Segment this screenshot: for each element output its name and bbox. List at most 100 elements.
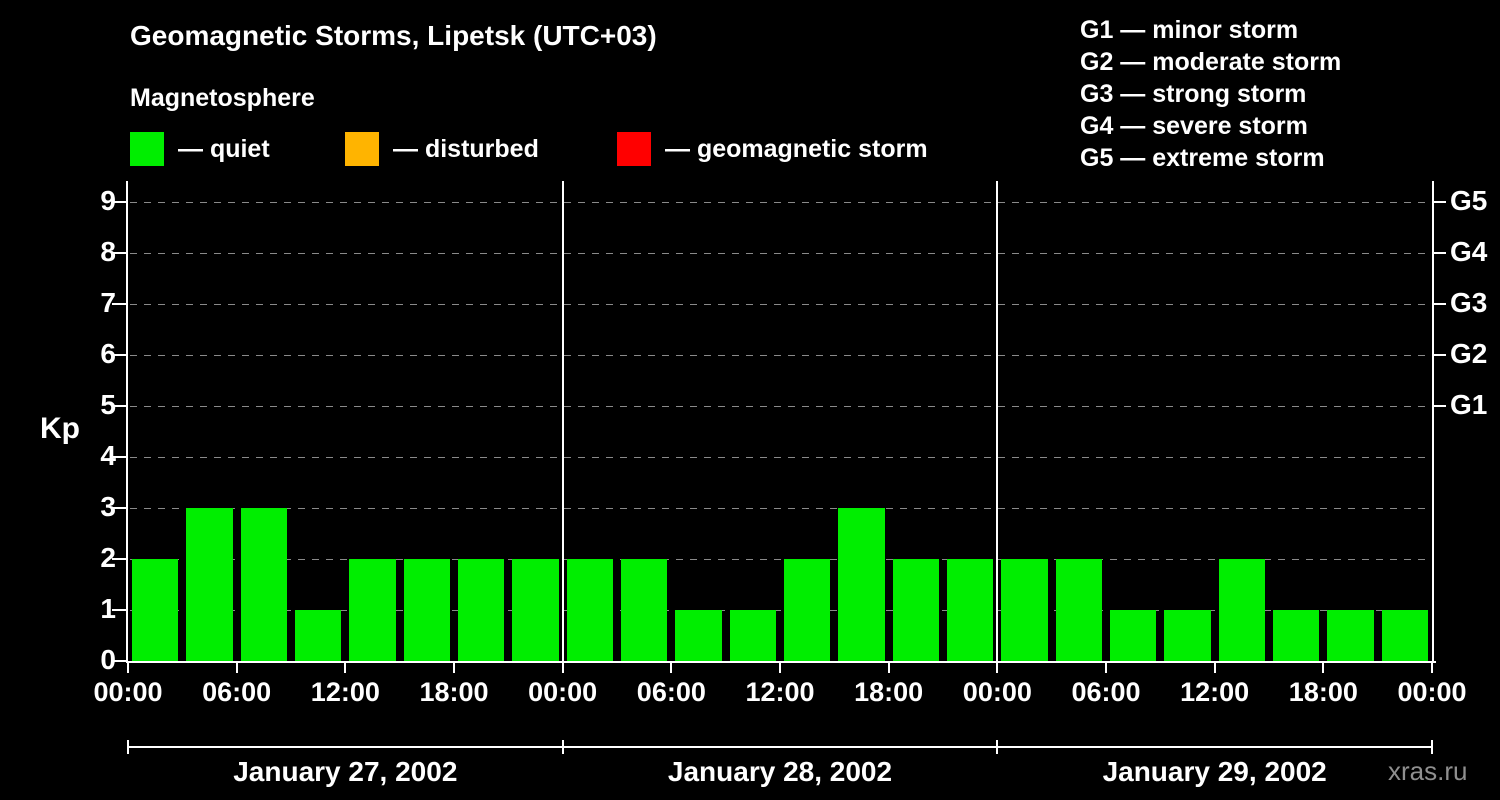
- x-tick-label: 06:00: [202, 677, 272, 707]
- kp-bar: [947, 559, 994, 661]
- storm-color-swatch: [617, 132, 651, 166]
- x-tick-label: 06:00: [1071, 677, 1141, 707]
- y-tick-label: 6: [100, 338, 116, 369]
- y-axis-tick: [112, 405, 126, 407]
- x-axis-line: [126, 661, 1436, 663]
- storm-scale-g4: G4 — severe storm: [1080, 112, 1308, 140]
- kp-bar: [675, 610, 722, 661]
- date-axis-line: [128, 746, 1432, 748]
- kp-bar: [621, 559, 668, 661]
- y-tick-label: 9: [100, 185, 116, 216]
- disturbed-color-swatch: [345, 132, 379, 166]
- legend-item-storm: — geomagnetic storm: [617, 132, 928, 166]
- legend-label-disturbed: — disturbed: [393, 134, 539, 163]
- chart-subtitle: Magnetosphere: [130, 84, 315, 112]
- kp-bar: [1381, 610, 1428, 661]
- legend-label-storm: — geomagnetic storm: [665, 134, 928, 163]
- y-axis-tick: [112, 456, 126, 458]
- y-axis-tick: [112, 609, 126, 611]
- x-axis-tick: [1431, 663, 1433, 673]
- gridline: [130, 508, 1430, 509]
- g-tick-label: G3: [1450, 287, 1488, 318]
- kp-bar: [1110, 610, 1157, 661]
- x-axis-tick: [996, 663, 999, 673]
- x-axis-tick: [670, 663, 673, 673]
- storm-scale-legend: G1 — minor storm G2 — moderate storm G3 …: [1080, 14, 1341, 174]
- y-axis-tick: [112, 303, 126, 305]
- x-tick-label: 12:00: [1180, 677, 1250, 707]
- y-axis-tick: [112, 252, 126, 254]
- gridline: [130, 610, 1430, 611]
- date-label: January 27, 2002: [233, 756, 458, 787]
- g-axis-tick: [1434, 201, 1446, 203]
- gridline: [130, 406, 1430, 407]
- legend-label-quiet: — quiet: [178, 134, 270, 163]
- y-axis-tick: [112, 558, 126, 560]
- x-tick-label: 06:00: [636, 677, 706, 707]
- g-tick-label: G2: [1450, 338, 1488, 369]
- gridline: [130, 457, 1430, 458]
- chart-title: Geomagnetic Storms, Lipetsk (UTC+03): [130, 20, 657, 51]
- kp-bar: [1273, 610, 1320, 661]
- gridline: [130, 355, 1430, 356]
- g-axis-tick: [1434, 354, 1446, 356]
- x-axis-tick: [561, 663, 564, 673]
- x-axis-tick: [1322, 663, 1325, 673]
- date-axis-tick: [127, 740, 129, 754]
- kp-bar: [784, 559, 831, 661]
- kp-bar: [1327, 610, 1374, 661]
- kp-bar: [512, 559, 559, 661]
- date-label: January 29, 2002: [1102, 756, 1327, 787]
- y-tick-label: 5: [100, 389, 116, 420]
- y-tick-label: 3: [100, 491, 116, 522]
- x-tick-label: 18:00: [1288, 677, 1358, 707]
- g-axis-tick: [1434, 252, 1446, 254]
- date-axis-tick: [996, 740, 999, 754]
- g-axis-tick: [1434, 303, 1446, 305]
- kp-bar: [729, 610, 776, 661]
- watermark: xras.ru: [1388, 756, 1468, 786]
- kp-bar: [295, 610, 342, 661]
- x-axis-tick: [887, 663, 890, 673]
- g-tick-label: G1: [1450, 389, 1488, 420]
- y-tick-label: 4: [100, 440, 116, 471]
- y-tick-label: 0: [100, 644, 116, 675]
- x-tick-label: 00:00: [93, 677, 163, 707]
- storm-scale-g1: G1 — minor storm: [1080, 16, 1299, 44]
- gridline: [130, 202, 1430, 203]
- g-axis-tick: [1434, 405, 1446, 407]
- day-separator: [561, 181, 564, 661]
- right-axis-line: [1432, 181, 1434, 663]
- legend-item-quiet: — quiet: [130, 132, 270, 166]
- kp-bar: [186, 508, 233, 661]
- gridline: [130, 304, 1430, 305]
- x-tick-label: 12:00: [745, 677, 815, 707]
- kp-bar: [892, 559, 939, 661]
- gridline: [130, 253, 1430, 254]
- kp-bar: [1001, 559, 1048, 661]
- kp-bar: [1055, 559, 1102, 661]
- date-axis-tick: [561, 740, 564, 754]
- y-tick-label: 8: [100, 236, 116, 267]
- kp-bar: [349, 559, 396, 661]
- kp-bar: [403, 559, 450, 661]
- kp-bar: [838, 508, 885, 661]
- x-axis-tick: [1213, 663, 1216, 673]
- x-tick-label: 00:00: [528, 677, 598, 707]
- legend-item-disturbed: — disturbed: [345, 132, 539, 166]
- x-axis-tick: [344, 663, 347, 673]
- g-tick-label: G4: [1450, 236, 1488, 267]
- x-axis-tick: [779, 663, 781, 673]
- x-axis-tick: [235, 663, 238, 673]
- kp-bar: [566, 559, 613, 661]
- y-tick-label: 7: [100, 287, 116, 318]
- storm-scale-g5: G5 — extreme storm: [1080, 144, 1325, 172]
- gridline: [130, 559, 1430, 560]
- y-axis-tick: [112, 354, 126, 356]
- x-tick-label: 00:00: [962, 677, 1032, 707]
- g-tick-label: G5: [1450, 185, 1488, 216]
- x-tick-label: 00:00: [1397, 677, 1467, 707]
- kp-bar: [240, 508, 287, 661]
